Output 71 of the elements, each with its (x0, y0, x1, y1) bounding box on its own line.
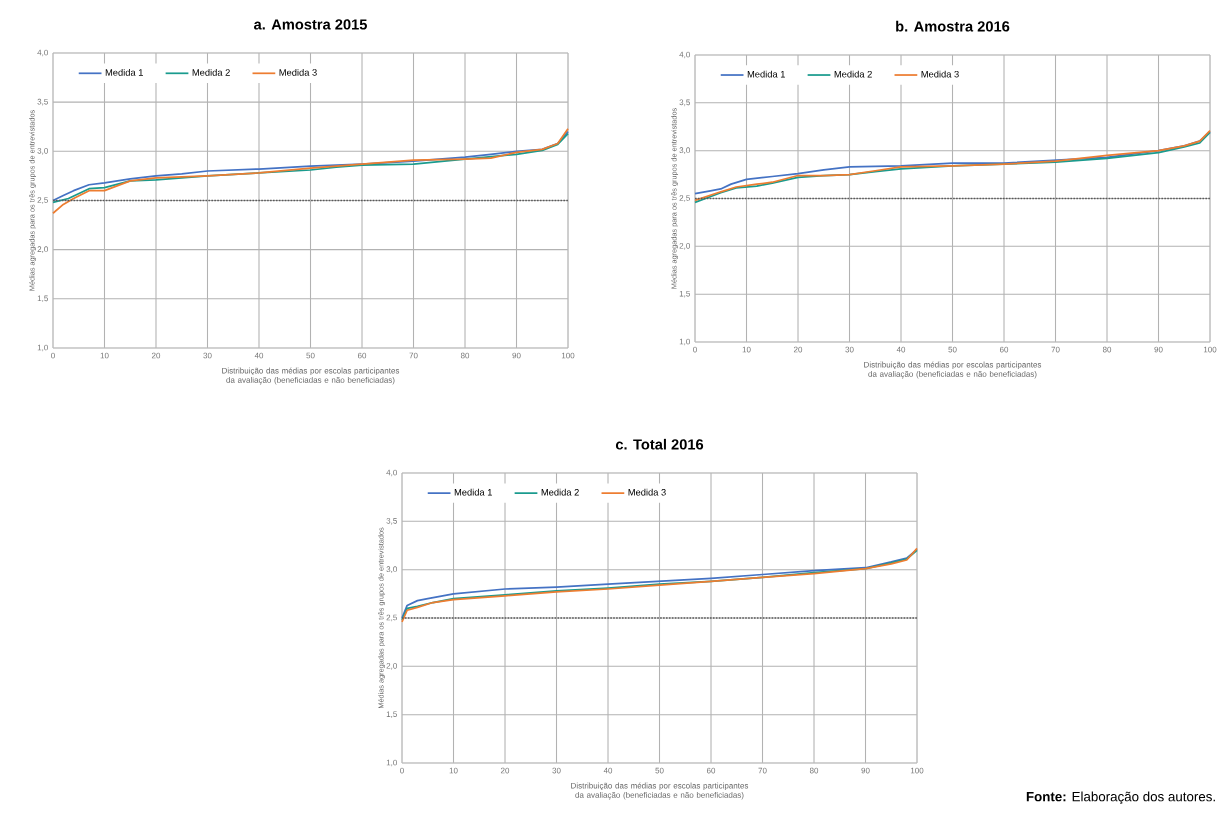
x-tick-label: 20 (793, 346, 803, 353)
y-tick-label: 4,0 (37, 49, 48, 57)
x-tick-label: 90 (861, 767, 870, 774)
x-tick-label: 40 (603, 767, 613, 774)
y-tick-label: 3,5 (37, 98, 48, 106)
y-tick-label: 3,0 (386, 566, 397, 573)
legend-label: Medida 2 (834, 70, 872, 78)
x-tick-label: 30 (845, 346, 854, 353)
chart-title: c. Total 2016 (615, 438, 704, 450)
y-tick-label: 1,5 (679, 290, 690, 298)
line-series (52, 127, 569, 215)
x-tick-label: 20 (500, 767, 510, 774)
legend-label: Medida 3 (921, 70, 959, 78)
y-tick-label: 4,0 (386, 469, 397, 477)
y-tick-label: 4,0 (679, 51, 690, 59)
x-tick-label: 10 (100, 352, 109, 359)
x-tick-label: 80 (1102, 346, 1112, 353)
x-tick-label: 30 (552, 767, 561, 774)
x-tick-label: 70 (409, 352, 418, 359)
x-tick-label: 90 (512, 352, 521, 359)
legend-label: Medida 2 (541, 488, 579, 496)
x-tick-label: 10 (449, 767, 458, 774)
y-tick-label: 1,0 (37, 344, 48, 352)
y-tick-label: 1,5 (37, 295, 48, 303)
chart-title: b. Amostra 2016 (896, 20, 1010, 32)
legend-label: Medida 2 (192, 68, 230, 76)
x-tick-label: 40 (254, 352, 264, 359)
y-tick-label: 2,5 (386, 614, 397, 622)
legend-label: Medida 1 (747, 70, 785, 78)
x-tick-label: 0 (693, 346, 697, 353)
x-tick-label: 60 (706, 767, 716, 774)
y-tick-label: 1,5 (386, 711, 397, 718)
x-tick-label: 100 (910, 767, 924, 774)
x-tick-label: 100 (561, 352, 575, 359)
legend-label: Medida 1 (105, 68, 143, 76)
legend-label: Medida 3 (628, 488, 666, 496)
x-tick-label: 0 (51, 352, 55, 359)
y-tick-label: 2,5 (37, 197, 48, 204)
y-tick-label: 2,0 (37, 246, 48, 253)
text: Fonte: Elaboração dos autores. (1026, 791, 1215, 805)
y-tick-label: 1,0 (679, 338, 690, 346)
y-tick-label: 2,0 (386, 663, 397, 670)
x-tick-label: 0 (400, 767, 404, 774)
legend-label: Medida 1 (454, 488, 492, 496)
x-tick-label: 20 (151, 352, 161, 359)
x-axis-title: Distribuição das médias por escolas participantes da avaliação (beneficiadas e não beneficiadas) (571, 782, 749, 800)
y-tick-label: 2,5 (679, 195, 690, 202)
x-tick-label: 50 (948, 346, 957, 353)
x-tick-label: 60 (999, 346, 1009, 353)
x-axis-title: Distribuição das médias por escolas participantes da avaliação (beneficiadas e não beneficiadas) (222, 367, 400, 385)
y-tick-label: 1,0 (386, 759, 397, 767)
x-tick-label: 80 (460, 352, 470, 359)
y-tick-label: 3,0 (37, 148, 48, 155)
x-tick-label: 30 (203, 352, 212, 359)
legend-label: Medida 3 (279, 68, 317, 76)
x-tick-label: 70 (1051, 346, 1060, 353)
x-tick-label: 80 (809, 767, 819, 774)
x-tick-label: 50 (655, 767, 664, 774)
x-tick-label: 90 (1154, 346, 1163, 353)
x-tick-label: 50 (306, 352, 315, 359)
y-tick-label: 3,5 (386, 518, 397, 525)
x-tick-label: 70 (758, 767, 767, 774)
x-tick-label: 10 (742, 346, 751, 353)
y-tick-label: 2,0 (679, 243, 690, 250)
y-tick-label: 3,5 (679, 99, 690, 107)
x-axis-title: Distribuição das médias por escolas participantes da avaliação (beneficiadas e não beneficiadas) (864, 361, 1042, 379)
chart-title: a. Amostra 2015 (254, 19, 367, 30)
y-tick-label: 3,0 (679, 147, 690, 154)
x-tick-label: 40 (896, 346, 906, 353)
x-tick-label: 60 (357, 352, 367, 359)
x-tick-label: 100 (1203, 346, 1217, 353)
